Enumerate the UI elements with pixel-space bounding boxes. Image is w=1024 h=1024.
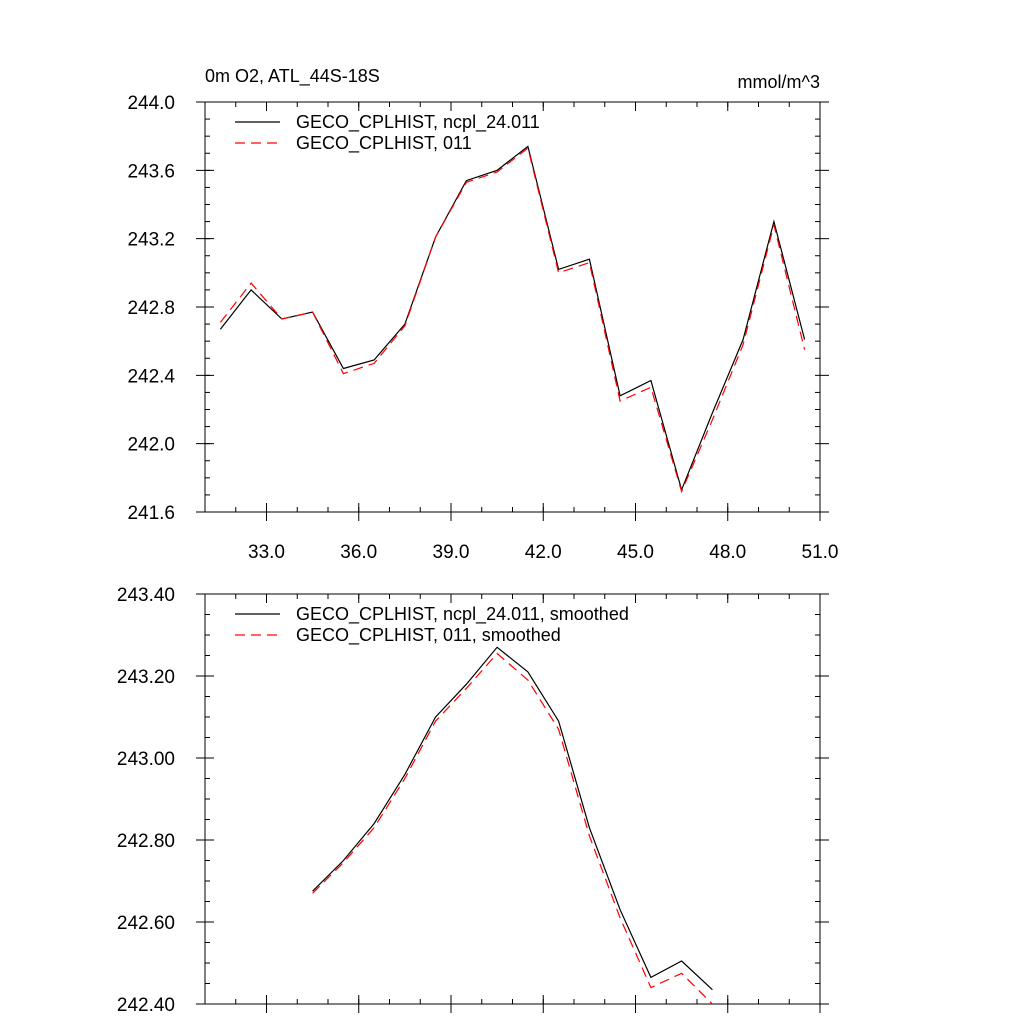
- y-tick-label: 243.00: [117, 749, 175, 770]
- y-tick-label: 241.6: [127, 503, 175, 524]
- legend-entry: GECO_CPLHIST, 011, smoothed: [296, 625, 561, 646]
- y-tick-label: 242.0: [127, 435, 175, 456]
- bottom-chart-panel: 242.40 242.60 242.80 243.00 243.20 243.40 GECO…: [117, 585, 829, 1016]
- legend-entry: GECO_CPLHIST, 011: [296, 133, 472, 154]
- series-line-solid: [312, 646, 713, 991]
- series-line-solid: [219, 145, 806, 492]
- y-tick-label: 242.60: [117, 913, 175, 934]
- series-line-dashed: [219, 147, 806, 494]
- x-tick-label: 39.0: [433, 542, 470, 563]
- units-label: mmol/m^3: [738, 72, 820, 92]
- plot-frame: [204, 101, 821, 513]
- y-tick-label: 243.40: [117, 585, 175, 606]
- x-tick-label: 48.0: [709, 542, 746, 563]
- x-tick-label: 51.0: [802, 542, 839, 563]
- x-tick-label: 45.0: [617, 542, 654, 563]
- y-tick-label: 243.6: [127, 161, 175, 182]
- x-tick-label: 42.0: [525, 542, 562, 563]
- chart-title: 0m O2, ATL_44S-18S: [205, 66, 380, 87]
- plot-frame: [204, 593, 821, 1005]
- y-tick-label: 244.0: [127, 93, 175, 114]
- series-line-dashed: [312, 652, 713, 1005]
- legend-entry: GECO_CPLHIST, ncpl_24.011, smoothed: [296, 604, 629, 625]
- y-tick-label: 242.4: [127, 366, 175, 387]
- y-tick-label: 242.8: [127, 298, 175, 319]
- top-chart-panel: 33.0 36.0 39.0 42.0 45.0 48.0 51.0 241.6 242.0 24…: [127, 66, 838, 563]
- y-tick-label: 242.40: [117, 995, 175, 1016]
- y-tick-label: 243.20: [117, 667, 175, 688]
- legend-entry: GECO_CPLHIST, ncpl_24.011: [296, 112, 540, 133]
- y-tick-label: 243.2: [127, 230, 175, 251]
- y-tick-label: 242.80: [117, 831, 175, 852]
- x-tick-label: 36.0: [340, 542, 377, 563]
- x-tick-label: 33.0: [248, 542, 285, 563]
